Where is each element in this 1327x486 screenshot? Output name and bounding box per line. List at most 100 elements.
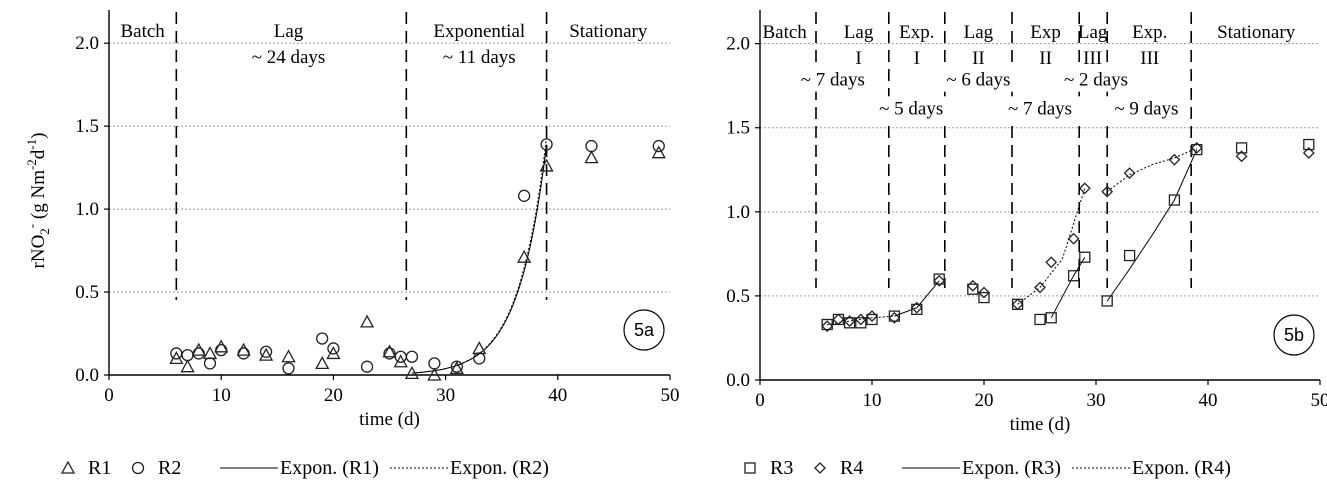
duration-label: ~ 7 days <box>1008 98 1072 119</box>
x-tick-label: 50 <box>661 385 680 406</box>
data-point <box>382 344 397 358</box>
y-axis-label-part: 2 <box>37 228 52 235</box>
data-point <box>1101 295 1113 307</box>
data-point <box>966 279 979 292</box>
data-point <box>316 332 329 345</box>
trend-line <box>411 136 548 374</box>
phase-label: ~ 24 days <box>252 47 326 68</box>
data-point <box>1168 153 1181 166</box>
legend-label: R1 <box>88 457 111 479</box>
data-point <box>843 317 856 329</box>
legend-item: Expon. (R2) <box>390 457 549 479</box>
phase-label: III <box>1083 48 1102 69</box>
phase-label: II <box>1039 48 1052 69</box>
legend-item: Expon. (R1) <box>220 457 379 479</box>
x-tick-label: 30 <box>1087 390 1106 411</box>
legend-marker <box>814 462 826 474</box>
phase-label: Exp. <box>1132 22 1167 43</box>
phase-label: Batch <box>120 21 165 42</box>
data-point <box>181 348 194 362</box>
legend-marker <box>60 460 76 474</box>
trend-line <box>827 315 895 325</box>
data-point <box>449 361 464 375</box>
duration-label: ~ 6 days <box>946 70 1010 91</box>
data-point <box>910 301 923 314</box>
data-point <box>866 313 878 326</box>
data-point <box>192 347 205 360</box>
panel-tag: 5b <box>1284 325 1304 345</box>
data-point <box>404 365 420 379</box>
x-tick-label: 20 <box>975 390 994 411</box>
chart-5a: 0.0 0.5 1.0 1.5 2.0 0 10 20 30 40 50 time (d) rNO2- … <box>24 10 680 430</box>
duration-label-bg <box>936 67 1021 92</box>
legend-label: Expon. (R2) <box>450 457 549 479</box>
legend-label: R2 <box>158 457 181 479</box>
x-tick-label: 20 <box>324 385 343 406</box>
trend-line <box>1106 149 1198 302</box>
y-tick-label: 1.0 <box>726 202 750 223</box>
data-point <box>180 359 195 373</box>
data-point <box>383 347 396 360</box>
y-axis-label-part: - <box>24 224 39 228</box>
phase-label: I <box>855 48 861 69</box>
data-point <box>967 283 979 295</box>
x-axis-label: time (d) <box>1010 414 1071 435</box>
data-point <box>473 352 486 365</box>
legend-marker <box>744 462 756 474</box>
data-point <box>1078 182 1091 195</box>
data-point <box>1123 167 1136 180</box>
x-tick-label: 50 <box>1311 390 1327 411</box>
y-tick-label: 1.5 <box>75 116 99 137</box>
data-point <box>427 367 442 381</box>
y-tick-label: 1.5 <box>726 118 750 139</box>
y-axis-label-part: (g Nm <box>28 170 49 224</box>
legend-marker <box>131 461 145 475</box>
duration-label: ~ 9 days <box>1114 98 1178 119</box>
legend-5a: R1 R2 Expon. (R1) Expon. (R2) <box>60 457 549 479</box>
data-point <box>978 291 990 304</box>
x-tick-label: 0 <box>755 390 765 411</box>
panel-tag-circle <box>1273 314 1315 356</box>
data-point <box>405 350 419 363</box>
data-point <box>359 314 375 328</box>
data-point <box>428 357 441 370</box>
y-axis-label-part: ) <box>28 133 49 139</box>
legend-label: Expon. (R3) <box>962 457 1061 479</box>
duration-label: ~ 5 days <box>879 98 943 119</box>
data-point <box>855 317 867 329</box>
y-axis-label-part: rNO <box>28 235 49 269</box>
duration-label-bg <box>790 67 875 92</box>
data-point <box>327 342 340 355</box>
phase-label: Stationary <box>569 21 648 42</box>
panel-tag-circle <box>623 309 665 351</box>
data-point <box>832 313 845 326</box>
duration-label-bg <box>1054 67 1138 92</box>
legend-item: R3 <box>744 457 793 479</box>
x-tick-label: 40 <box>548 385 567 406</box>
data-point <box>539 158 554 172</box>
data-point <box>1168 194 1181 206</box>
phase-label: Lag <box>1078 22 1108 43</box>
data-point <box>472 341 487 355</box>
phase-label: ~ 11 days <box>443 47 516 68</box>
data-point <box>1235 150 1248 163</box>
data-point <box>1034 281 1046 294</box>
data-point <box>1190 141 1203 154</box>
phase-label: III <box>1140 48 1159 69</box>
data-point <box>854 313 867 326</box>
data-point <box>282 362 295 375</box>
y-tick-label: 0.0 <box>75 365 99 386</box>
data-point <box>1079 251 1091 263</box>
data-point <box>843 315 856 328</box>
x-tick-label: 10 <box>212 385 231 406</box>
data-point <box>1034 313 1046 326</box>
legend-item: Expon. (R4) <box>1072 457 1231 479</box>
x-tick-label: 0 <box>104 385 114 406</box>
phase-label: Exp. <box>899 22 934 43</box>
phase-label: II <box>972 48 985 69</box>
data-point <box>540 138 553 151</box>
legend-item: R2 <box>131 457 181 479</box>
data-point <box>1191 143 1203 156</box>
trend-line <box>1050 256 1086 319</box>
